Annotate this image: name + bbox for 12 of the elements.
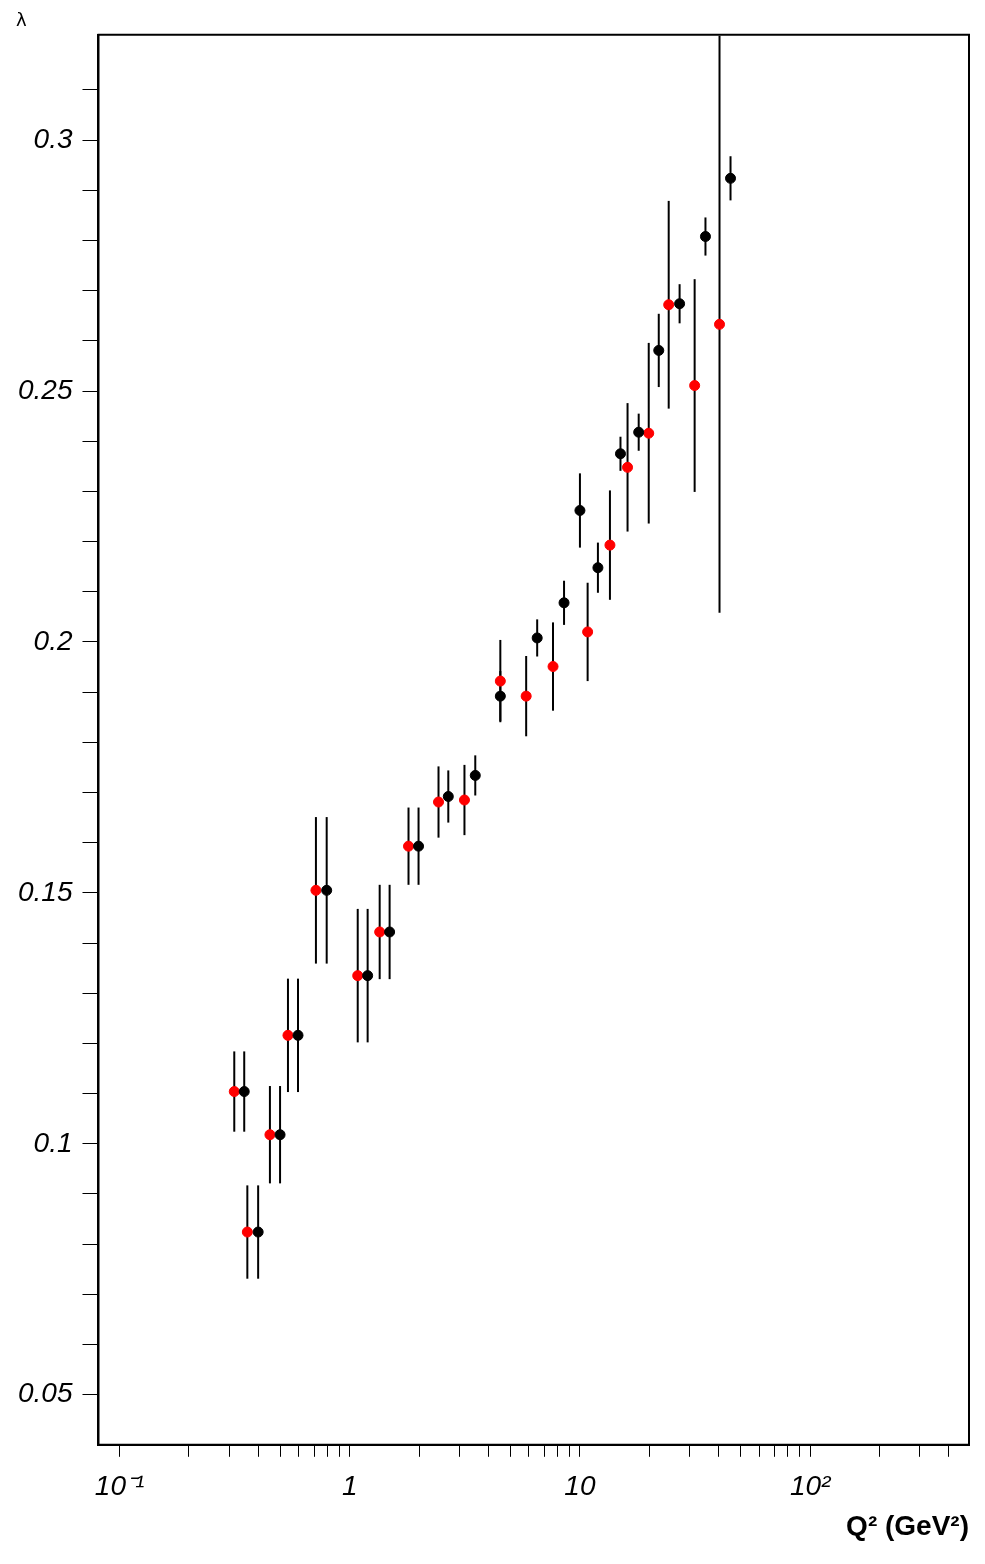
y-tick-label: 0.1 (33, 1126, 73, 1158)
y-tick-label: 0.15 (18, 875, 73, 907)
x-tick-label: 10² (789, 1470, 833, 1502)
y-tick-label: 0.2 (33, 624, 73, 656)
y-tick-label: 0.05 (18, 1377, 73, 1409)
y-tick-label: 0.25 (18, 373, 73, 405)
x-axis-title: Q² (GeV²) (846, 1509, 969, 1541)
x-tick-label: 10 (564, 1470, 596, 1502)
y-axis-title: λ (16, 8, 27, 30)
y-tick-label: 0.3 (33, 122, 73, 154)
x-tick-label: 10⁻¹ (94, 1470, 145, 1502)
x-tick-label: 1 (341, 1470, 358, 1502)
